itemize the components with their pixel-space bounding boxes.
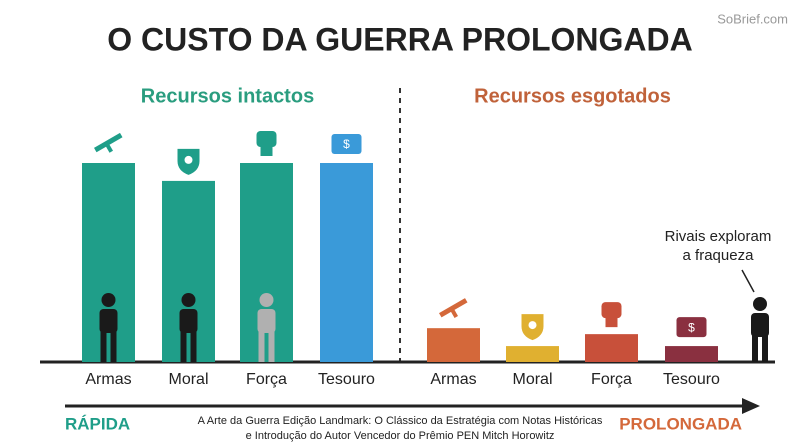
bar [585, 334, 638, 362]
bar [665, 346, 718, 362]
person-icon [180, 331, 187, 362]
title: O CUSTO DA GUERRA PROLONGADA [107, 21, 693, 57]
category-label: Tesouro [663, 371, 720, 388]
person-icon [259, 293, 274, 307]
fist-icon [260, 146, 273, 156]
group-title: Recursos esgotados [474, 85, 671, 107]
money-sign: $ [343, 137, 350, 151]
person-icon [179, 309, 198, 333]
money-icon [676, 317, 707, 338]
category-label: Força [246, 371, 287, 388]
person-icon [257, 309, 276, 333]
caption: A Arte da Guerra Edição Landmark: O Clás… [198, 415, 603, 427]
rifle-icon [439, 298, 468, 318]
fist-icon [256, 131, 277, 147]
rifle-icon [105, 143, 113, 153]
rifle-icon [450, 308, 459, 318]
category-label: Armas [430, 371, 476, 388]
bar [320, 163, 373, 362]
person-icon [258, 331, 265, 362]
category-label: Armas [85, 371, 131, 388]
money-icon [331, 134, 362, 154]
annotation: a fraqueza [683, 247, 755, 264]
person-icon [99, 309, 118, 333]
annotation-line [741, 269, 755, 293]
rifle-icon [94, 132, 123, 153]
shield-star [184, 155, 193, 164]
fist-icon [601, 302, 622, 319]
person-icon [268, 331, 275, 362]
person-icon [181, 293, 196, 307]
person-icon [100, 331, 107, 362]
person-icon [101, 293, 116, 307]
arrow-head [742, 398, 760, 414]
fist-icon [605, 317, 618, 328]
bar [427, 328, 480, 362]
category-label: Força [591, 371, 632, 388]
shield-star [528, 321, 537, 330]
end-label: PROLONGADA [619, 414, 742, 433]
caption: e Introdução do Autor Vencedor do Prêmio… [246, 430, 555, 442]
bar [162, 180, 215, 362]
person-icon [110, 331, 117, 362]
person-icon [190, 331, 197, 362]
category-label: Moral [168, 371, 208, 388]
category-label: Moral [512, 371, 552, 388]
rival-figure [751, 297, 769, 362]
bar [506, 346, 559, 362]
money-sign: $ [688, 320, 695, 334]
category-label: Tesouro [318, 371, 375, 388]
watermark: SoBrief.com [717, 11, 788, 26]
annotation: Rivais exploram [665, 228, 772, 245]
start-label: RÁPIDA [65, 414, 130, 433]
group-title: Recursos intactos [141, 85, 314, 107]
